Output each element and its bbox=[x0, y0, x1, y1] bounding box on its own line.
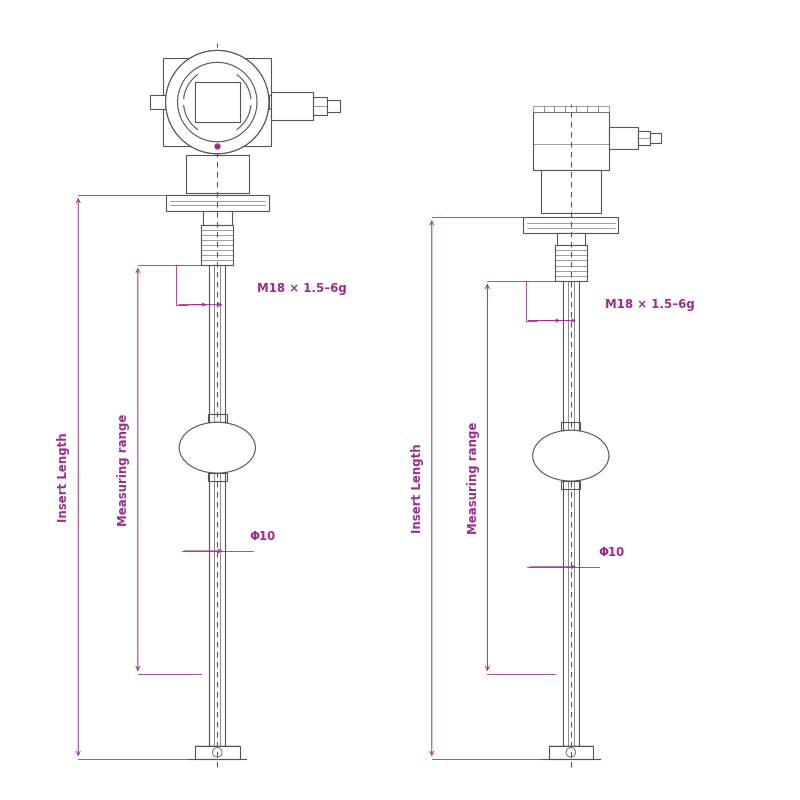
Polygon shape bbox=[587, 106, 598, 113]
Polygon shape bbox=[598, 106, 609, 113]
Polygon shape bbox=[650, 133, 661, 143]
Polygon shape bbox=[208, 473, 227, 481]
Polygon shape bbox=[203, 211, 231, 226]
Polygon shape bbox=[638, 130, 650, 145]
Polygon shape bbox=[271, 92, 313, 120]
Polygon shape bbox=[269, 95, 285, 110]
Polygon shape bbox=[549, 746, 593, 759]
Polygon shape bbox=[557, 233, 585, 245]
Circle shape bbox=[166, 50, 269, 154]
Polygon shape bbox=[186, 155, 249, 194]
Polygon shape bbox=[195, 746, 239, 759]
Circle shape bbox=[166, 50, 269, 154]
Polygon shape bbox=[208, 414, 227, 422]
Polygon shape bbox=[166, 195, 269, 211]
Polygon shape bbox=[533, 113, 609, 170]
Polygon shape bbox=[555, 245, 586, 281]
Text: Φ10: Φ10 bbox=[598, 546, 625, 559]
Polygon shape bbox=[523, 218, 618, 233]
Polygon shape bbox=[554, 106, 566, 113]
Text: Insert Length: Insert Length bbox=[411, 443, 424, 533]
Text: Measuring range: Measuring range bbox=[466, 422, 479, 534]
Polygon shape bbox=[609, 126, 638, 149]
Text: M18 × 1.5–6g: M18 × 1.5–6g bbox=[605, 298, 694, 311]
Polygon shape bbox=[562, 422, 580, 430]
Polygon shape bbox=[562, 481, 580, 489]
Ellipse shape bbox=[179, 422, 255, 473]
Polygon shape bbox=[327, 100, 341, 113]
Text: M18 × 1.5–6g: M18 × 1.5–6g bbox=[257, 282, 346, 295]
Text: Φ10: Φ10 bbox=[249, 530, 275, 543]
Polygon shape bbox=[543, 106, 554, 113]
Polygon shape bbox=[576, 106, 587, 113]
Polygon shape bbox=[313, 98, 327, 114]
Polygon shape bbox=[202, 226, 233, 265]
Text: Insert Length: Insert Length bbox=[58, 432, 70, 522]
Polygon shape bbox=[541, 170, 601, 214]
Polygon shape bbox=[533, 106, 543, 113]
Ellipse shape bbox=[533, 430, 609, 481]
Text: Measuring range: Measuring range bbox=[117, 414, 130, 526]
Polygon shape bbox=[195, 82, 239, 122]
Polygon shape bbox=[163, 58, 271, 146]
Polygon shape bbox=[566, 106, 576, 113]
Polygon shape bbox=[150, 95, 166, 110]
